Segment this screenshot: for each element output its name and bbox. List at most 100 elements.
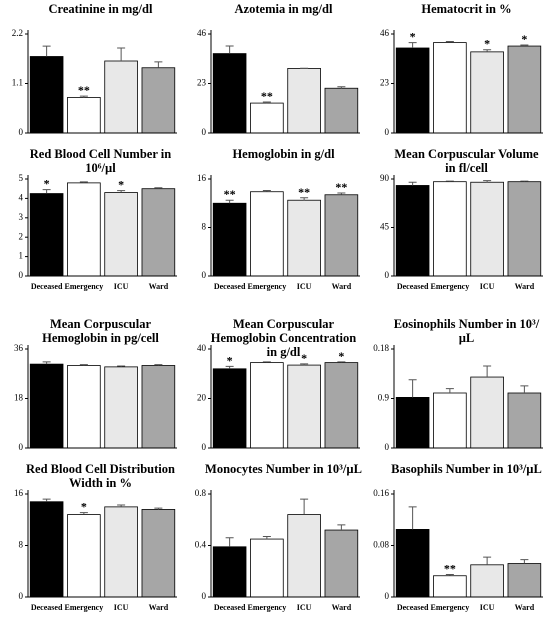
x-tick-label: ICU <box>480 603 495 612</box>
bar <box>67 365 101 449</box>
y-tick-label: 23 <box>380 78 390 88</box>
y-tick-label: 8 <box>19 540 24 550</box>
y-tick-label: 23 <box>197 78 207 88</box>
error-bar <box>483 180 492 183</box>
x-tick-label: Ward <box>515 603 535 612</box>
bar <box>395 529 430 598</box>
bar <box>67 514 101 598</box>
y-tick-label: 0 <box>385 127 390 137</box>
bar <box>141 188 176 277</box>
error-bar <box>408 42 417 48</box>
chart-panel: 0 0.08 0.16 Deceased ** Emergency ICU Ward Basop… <box>366 460 549 621</box>
chart: 0 45 90 Deceased Emergency ICU Ward <box>380 173 543 291</box>
bar <box>287 199 321 277</box>
x-tick-label: ICU <box>114 603 129 612</box>
error-bar <box>483 556 492 565</box>
error-bar <box>225 199 234 204</box>
error-bar <box>154 364 163 366</box>
y-tick-label: 0.4 <box>195 540 207 550</box>
bar <box>395 47 430 134</box>
x-tick-label: Deceased <box>31 282 63 291</box>
chart-title: Mean Corpuscular Hemoglobin Concentratio… <box>210 317 357 359</box>
x-tick-label: Emergency <box>431 282 470 291</box>
bar <box>395 397 430 449</box>
x-tick-label: Ward <box>515 282 535 291</box>
x-tick-label: Emergency <box>248 282 287 291</box>
significance-label: * <box>521 32 527 46</box>
significance-label: * <box>81 500 87 514</box>
x-tick-label: ICU <box>114 282 129 291</box>
error-bar <box>262 190 271 192</box>
chart: 0 23 46 ** <box>197 28 360 137</box>
x-tick-label: Deceased <box>214 603 246 612</box>
error-bar <box>337 361 346 363</box>
bar <box>104 506 138 598</box>
bar <box>212 53 247 134</box>
significance-label: * <box>410 30 416 44</box>
error-bar <box>300 363 309 366</box>
y-tick-label: 1 <box>19 251 24 261</box>
bar <box>29 363 64 449</box>
bar <box>324 87 359 134</box>
y-tick-label: 20 <box>197 393 207 403</box>
error-bar <box>225 537 234 547</box>
chart-panel: 0 23 46 * * * Hematocrit in % <box>366 0 549 145</box>
error-bar <box>337 86 346 89</box>
error-bar <box>520 44 529 47</box>
bar <box>141 365 176 449</box>
significance-label: * <box>118 178 124 192</box>
chart-title: Red Blood Cell Number in 10⁶/µl <box>29 147 172 175</box>
bar <box>287 68 321 134</box>
y-tick-label: 0 <box>385 442 390 452</box>
y-tick-label: 0 <box>202 442 207 452</box>
y-tick-label: 46 <box>380 28 390 38</box>
chart-title: Creatinine in mg/dl <box>48 2 153 16</box>
bar <box>250 362 284 449</box>
bar <box>67 97 101 134</box>
y-tick-label: 90 <box>380 173 390 183</box>
error-bar <box>337 524 346 531</box>
error-bar <box>408 506 417 530</box>
error-bar <box>42 361 51 365</box>
bar <box>433 42 467 134</box>
bar <box>212 368 247 449</box>
x-tick-label: ICU <box>297 282 312 291</box>
chart: 0 18 36 <box>14 343 177 452</box>
chart-panel: 0 1 2 3 4 5 * Deceased Emergency * ICU Ward Red Bloo… <box>0 145 183 300</box>
error-bar <box>408 181 417 186</box>
significance-label: * <box>227 353 233 367</box>
y-tick-label: 0 <box>385 270 390 280</box>
chart-panel: 0 0.9 0.18 Eosinophils Number in 10³/µL <box>366 315 549 460</box>
error-bar <box>117 504 126 507</box>
chart-title: Azotemia in mg/dl <box>234 2 333 16</box>
y-tick-label: 36 <box>14 343 24 353</box>
y-tick-label: 0.08 <box>373 540 389 550</box>
bar <box>470 564 504 598</box>
error-bar <box>117 365 126 367</box>
error-bar <box>225 45 234 54</box>
y-tick-label: 8 <box>202 222 207 232</box>
y-tick-label: 0.16 <box>373 488 389 498</box>
bar <box>433 575 467 598</box>
y-tick-label: 0 <box>19 270 24 280</box>
y-tick-label: 46 <box>197 28 207 38</box>
x-tick-label: Deceased <box>397 282 429 291</box>
significance-label: * <box>301 351 307 365</box>
error-bar <box>117 190 126 193</box>
error-bar <box>154 507 163 510</box>
error-bar <box>117 47 126 61</box>
error-bar <box>300 197 309 201</box>
significance-label: * <box>484 37 490 51</box>
bar <box>141 67 176 134</box>
error-bar <box>337 192 346 195</box>
chart: 0 8 16 ** Deceased Emergency ** ICU ** Ward <box>197 173 360 291</box>
chart-title: Basophils Number in 10³/µL <box>391 462 542 476</box>
y-tick-label: 0 <box>385 591 390 601</box>
bar <box>141 509 176 598</box>
bar <box>212 202 247 277</box>
bar <box>507 45 542 134</box>
error-bar <box>300 498 309 515</box>
bar <box>287 364 321 449</box>
bar <box>324 362 359 449</box>
